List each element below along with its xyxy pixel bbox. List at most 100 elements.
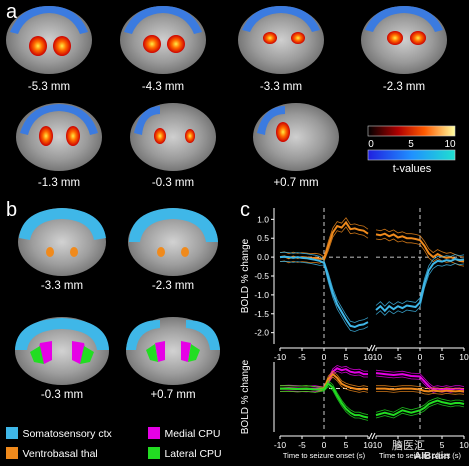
axis-break: [368, 432, 376, 440]
x-tick-label: -5: [394, 440, 402, 450]
panel-b-figure: [15, 208, 220, 385]
series-line: [375, 228, 465, 258]
series-line: [375, 403, 465, 419]
slice-label-b3: -0.3 mm: [40, 389, 84, 401]
brain-slice-a1: [6, 6, 92, 74]
x-tick-label: -10: [274, 352, 287, 362]
colorbar: 0 5 10 t-values: [367, 125, 456, 175]
roi-slice-b4: [126, 317, 220, 385]
x-tick-label: 0: [322, 440, 327, 450]
x-tick-label: 0: [418, 440, 423, 450]
series-line: [280, 380, 369, 415]
slice-label-a6: -0.3 mm: [151, 177, 195, 189]
slice-label-a4: -2.3 mm: [382, 81, 426, 93]
roi-slice-b1: [18, 208, 106, 276]
watermark-brand: AIBrain: [414, 451, 450, 462]
series-line: [375, 232, 465, 263]
x-tick-label: 5: [344, 440, 349, 450]
panel-c-chart: 1.0 0.5 0.0 -0.5 -1.0 -1.5 -2.0 BOLD % change -1…: [240, 208, 469, 460]
x-tick-label: 10: [363, 440, 373, 450]
roi-slice-b3: [15, 317, 109, 385]
legend-swatch: [148, 426, 160, 439]
series-line: [375, 369, 465, 388]
series-line: [376, 387, 465, 393]
series-line: [279, 251, 369, 323]
x-tick-label: 5: [440, 440, 445, 450]
brain-slice-a4: [361, 6, 447, 74]
colorbar-tick-0: 0: [368, 139, 374, 150]
slice-label-b2: -2.3 mm: [151, 280, 195, 292]
series-line: [375, 237, 465, 267]
panel-a-figure: 0 5 10 t-values: [6, 6, 456, 175]
legend-label: Ventrobasal thal: [22, 448, 98, 460]
y-tick-label: -0.5: [254, 271, 269, 281]
brain-slice-a5: [16, 103, 102, 171]
x-tick-label: -5: [394, 352, 402, 362]
series-line: [375, 263, 465, 316]
colorbar-tick-10: 10: [444, 139, 456, 150]
y-axis-label: BOLD % change: [240, 238, 251, 313]
colorbar-label: t-values: [393, 163, 432, 175]
series-line: [279, 255, 369, 329]
x-tick-label: -5: [298, 440, 306, 450]
x-tick-label: 0: [418, 352, 423, 362]
x-tick-label: -10: [370, 440, 383, 450]
legend-item-somatosensory: Somatosensory ctx: [6, 424, 112, 442]
colorbar-tick-5: 5: [408, 139, 414, 150]
watermark-text: 脑医汇: [392, 440, 425, 452]
panel-letter-b: b: [6, 199, 18, 221]
y-axis-label: BOLD % change: [240, 359, 251, 434]
series-line: [280, 386, 369, 421]
x-tick-label: 10: [459, 440, 469, 450]
legend-label: Somatosensory ctx: [22, 428, 112, 440]
axis-break: [368, 344, 376, 352]
x-tick-label: -10: [274, 440, 287, 450]
series-line: [279, 217, 369, 258]
panel-letter-c: c: [240, 199, 250, 221]
series-line: [375, 397, 465, 413]
slice-label-a7: +0.7 mm: [273, 177, 319, 189]
slice-label-b4: +0.7 mm: [150, 389, 196, 401]
slice-label-b1: -3.3 mm: [40, 280, 84, 292]
y-tick-label: -1.0: [254, 290, 269, 300]
x-tick-label: 10: [363, 352, 373, 362]
y-tick-label: 0.5: [257, 233, 269, 243]
x-axis-label-onset: Time to seizure onset (s): [283, 451, 366, 460]
y-tick-label: -1.5: [254, 309, 269, 319]
y-tick-label: 0.0: [257, 252, 269, 262]
series-line: [375, 254, 465, 307]
brain-slice-a2: [120, 6, 206, 74]
x-tick-label: 10: [459, 352, 469, 362]
slice-label-a3: -3.3 mm: [259, 81, 303, 93]
series-line: [375, 372, 465, 391]
x-tick-label: 5: [344, 352, 349, 362]
legend-item-lateral-cpu: Lateral CPU: [148, 444, 222, 462]
legend-item-ventrobasal: Ventrobasal thal: [6, 444, 98, 462]
y-tick-label: -2.0: [254, 328, 269, 338]
x-tick-label: 0: [322, 352, 327, 362]
slice-label-a5: -1.3 mm: [37, 177, 81, 189]
x-axis-label-offset: Time to seizure offset (s): [379, 451, 462, 460]
legend-swatch: [148, 446, 160, 459]
series-line: [376, 390, 465, 395]
legend-swatch: [6, 446, 18, 459]
legend-swatch: [6, 426, 18, 439]
brain-slice-a3: [238, 6, 324, 74]
series-line: [375, 257, 465, 313]
slice-label-a1: -5.3 mm: [27, 81, 71, 93]
slice-label-a2: -4.3 mm: [141, 81, 185, 93]
brain-slice-a7: [253, 103, 339, 171]
series-line: [375, 399, 465, 417]
x-tick-label: -5: [298, 352, 306, 362]
x-tick-label: -10: [370, 352, 383, 362]
series-line: [280, 382, 369, 419]
legend-label: Lateral CPU: [164, 448, 222, 460]
y-tick-label: 1.0: [257, 214, 269, 224]
brain-slice-a6: [130, 103, 216, 171]
series-line: [376, 385, 465, 390]
legend-item-medial-cpu: Medial CPU: [148, 424, 220, 442]
roi-slice-b2: [128, 208, 218, 276]
panel-letter-a: a: [6, 1, 18, 23]
legend-label: Medial CPU: [164, 428, 221, 440]
x-tick-label: 5: [440, 352, 445, 362]
